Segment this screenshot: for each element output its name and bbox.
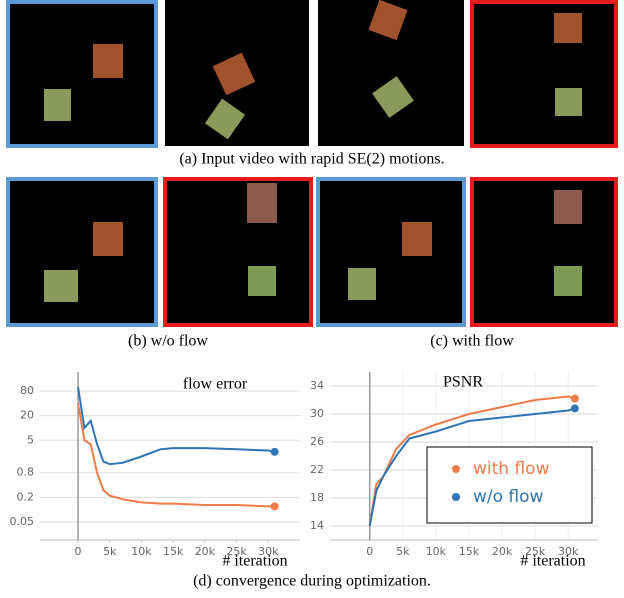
x-tick-label: 15k bbox=[459, 545, 480, 558]
legend-label: w/o flow bbox=[473, 487, 544, 507]
x-tick-label: 0 bbox=[366, 545, 373, 558]
end-point bbox=[571, 395, 579, 403]
y-tick-label: 80 bbox=[20, 384, 34, 397]
end-point bbox=[271, 502, 279, 510]
legend-label: with flow bbox=[473, 459, 550, 479]
y-tick-label: 14 bbox=[310, 519, 324, 532]
figure: (a) Input video with rapid SE(2) motions… bbox=[0, 0, 624, 598]
y-tick-label: 20 bbox=[20, 409, 34, 422]
legend-marker bbox=[452, 493, 460, 501]
x-tick-label: 20k bbox=[195, 545, 216, 558]
cat-image bbox=[555, 88, 582, 116]
y-tick-label: 5 bbox=[27, 433, 34, 446]
video-frames bbox=[8, 0, 616, 146]
x-axis-label: # iteration bbox=[222, 553, 287, 570]
end-point bbox=[271, 448, 279, 456]
x-tick-label: 10k bbox=[131, 545, 152, 558]
x-tick-label: 10k bbox=[426, 545, 447, 558]
dog-image bbox=[93, 44, 123, 78]
cat-image bbox=[44, 89, 71, 121]
dog-image bbox=[247, 183, 277, 223]
frame bbox=[165, 179, 311, 325]
y-tick-label: 26 bbox=[310, 435, 324, 448]
y-tick-label: 0.8 bbox=[17, 466, 35, 479]
frame bbox=[472, 179, 616, 325]
y-tick-label: 18 bbox=[310, 491, 324, 504]
result-frames bbox=[8, 179, 616, 325]
end-point bbox=[571, 404, 579, 412]
y-tick-label: 34 bbox=[310, 379, 324, 392]
caption: (d) convergence during optimization. bbox=[193, 573, 431, 590]
frame bbox=[472, 2, 616, 146]
y-tick-label: 30 bbox=[310, 407, 324, 420]
y-tick-label: 0.2 bbox=[17, 490, 35, 503]
caption: (c) with flow bbox=[430, 333, 514, 350]
cat-image bbox=[248, 266, 276, 296]
dog-image bbox=[93, 222, 123, 256]
chart-title: flow error bbox=[183, 376, 248, 393]
cat-image bbox=[554, 266, 582, 296]
dog-image bbox=[554, 190, 582, 224]
y-tick-label: 22 bbox=[310, 463, 324, 476]
series-line bbox=[78, 387, 275, 464]
x-tick-label: 0 bbox=[75, 545, 82, 558]
x-tick-label: 20k bbox=[492, 545, 513, 558]
y-tick-label: 0.05 bbox=[10, 515, 35, 528]
frame bbox=[8, 179, 156, 325]
x-tick-label: 5k bbox=[396, 545, 410, 558]
series-line bbox=[78, 403, 275, 506]
dog-image bbox=[402, 222, 432, 256]
chart-title: PSNR bbox=[443, 374, 483, 391]
x-tick-label: 15k bbox=[163, 545, 184, 558]
frame bbox=[8, 2, 156, 146]
x-tick-label: 5k bbox=[103, 545, 117, 558]
cat-image bbox=[348, 268, 376, 300]
legend-marker bbox=[452, 465, 460, 473]
dog-image bbox=[554, 13, 582, 43]
x-axis-label: # iteration bbox=[520, 553, 585, 570]
caption: (b) w/o flow bbox=[128, 333, 208, 350]
frame bbox=[318, 179, 464, 325]
cat-image bbox=[44, 270, 78, 302]
caption: (a) Input video with rapid SE(2) motions… bbox=[179, 151, 444, 168]
